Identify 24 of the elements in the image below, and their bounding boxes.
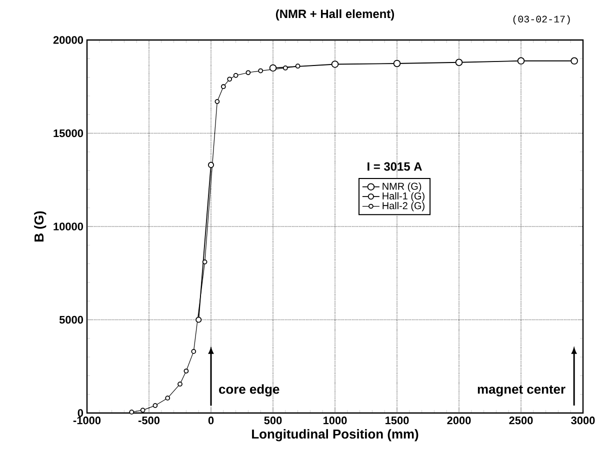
x-tick-label: 1500 <box>386 416 409 424</box>
x-tick-label: 3000 <box>571 416 595 424</box>
x-tick-label: -1000 <box>73 416 101 424</box>
x-tick-label: 2000 <box>447 416 471 424</box>
y-axis-title: B (G) <box>34 211 46 242</box>
x-axis-title: Longitudinal Position (mm) <box>252 429 418 442</box>
annotation: core edge <box>219 384 280 396</box>
y-tick-label: 20000 <box>53 36 84 44</box>
y-tick-label: 10000 <box>54 222 84 230</box>
text: (03-02-17) <box>513 15 570 24</box>
legend-label: Hall-1 (G) <box>382 192 424 202</box>
x-tick-label: 2500 <box>509 416 533 424</box>
y-tick-label: 5000 <box>59 316 84 324</box>
x-tick-label: 500 <box>264 416 282 424</box>
legend-title: I = 3015 A <box>368 162 422 171</box>
y-tick-label: 0 <box>78 409 84 417</box>
x-tick-label: 0 <box>208 416 214 424</box>
legend-label: Hall-2 (G) <box>382 202 424 212</box>
legend-label: NMR (G) <box>382 182 422 192</box>
y-tick-label: 15000 <box>54 129 84 138</box>
chart-title: (NMR + Hall element) <box>276 9 394 20</box>
x-tick-label: 1000 <box>324 416 347 424</box>
x-tick-label: -500 <box>138 416 160 424</box>
annotation: magnet center <box>478 385 566 396</box>
